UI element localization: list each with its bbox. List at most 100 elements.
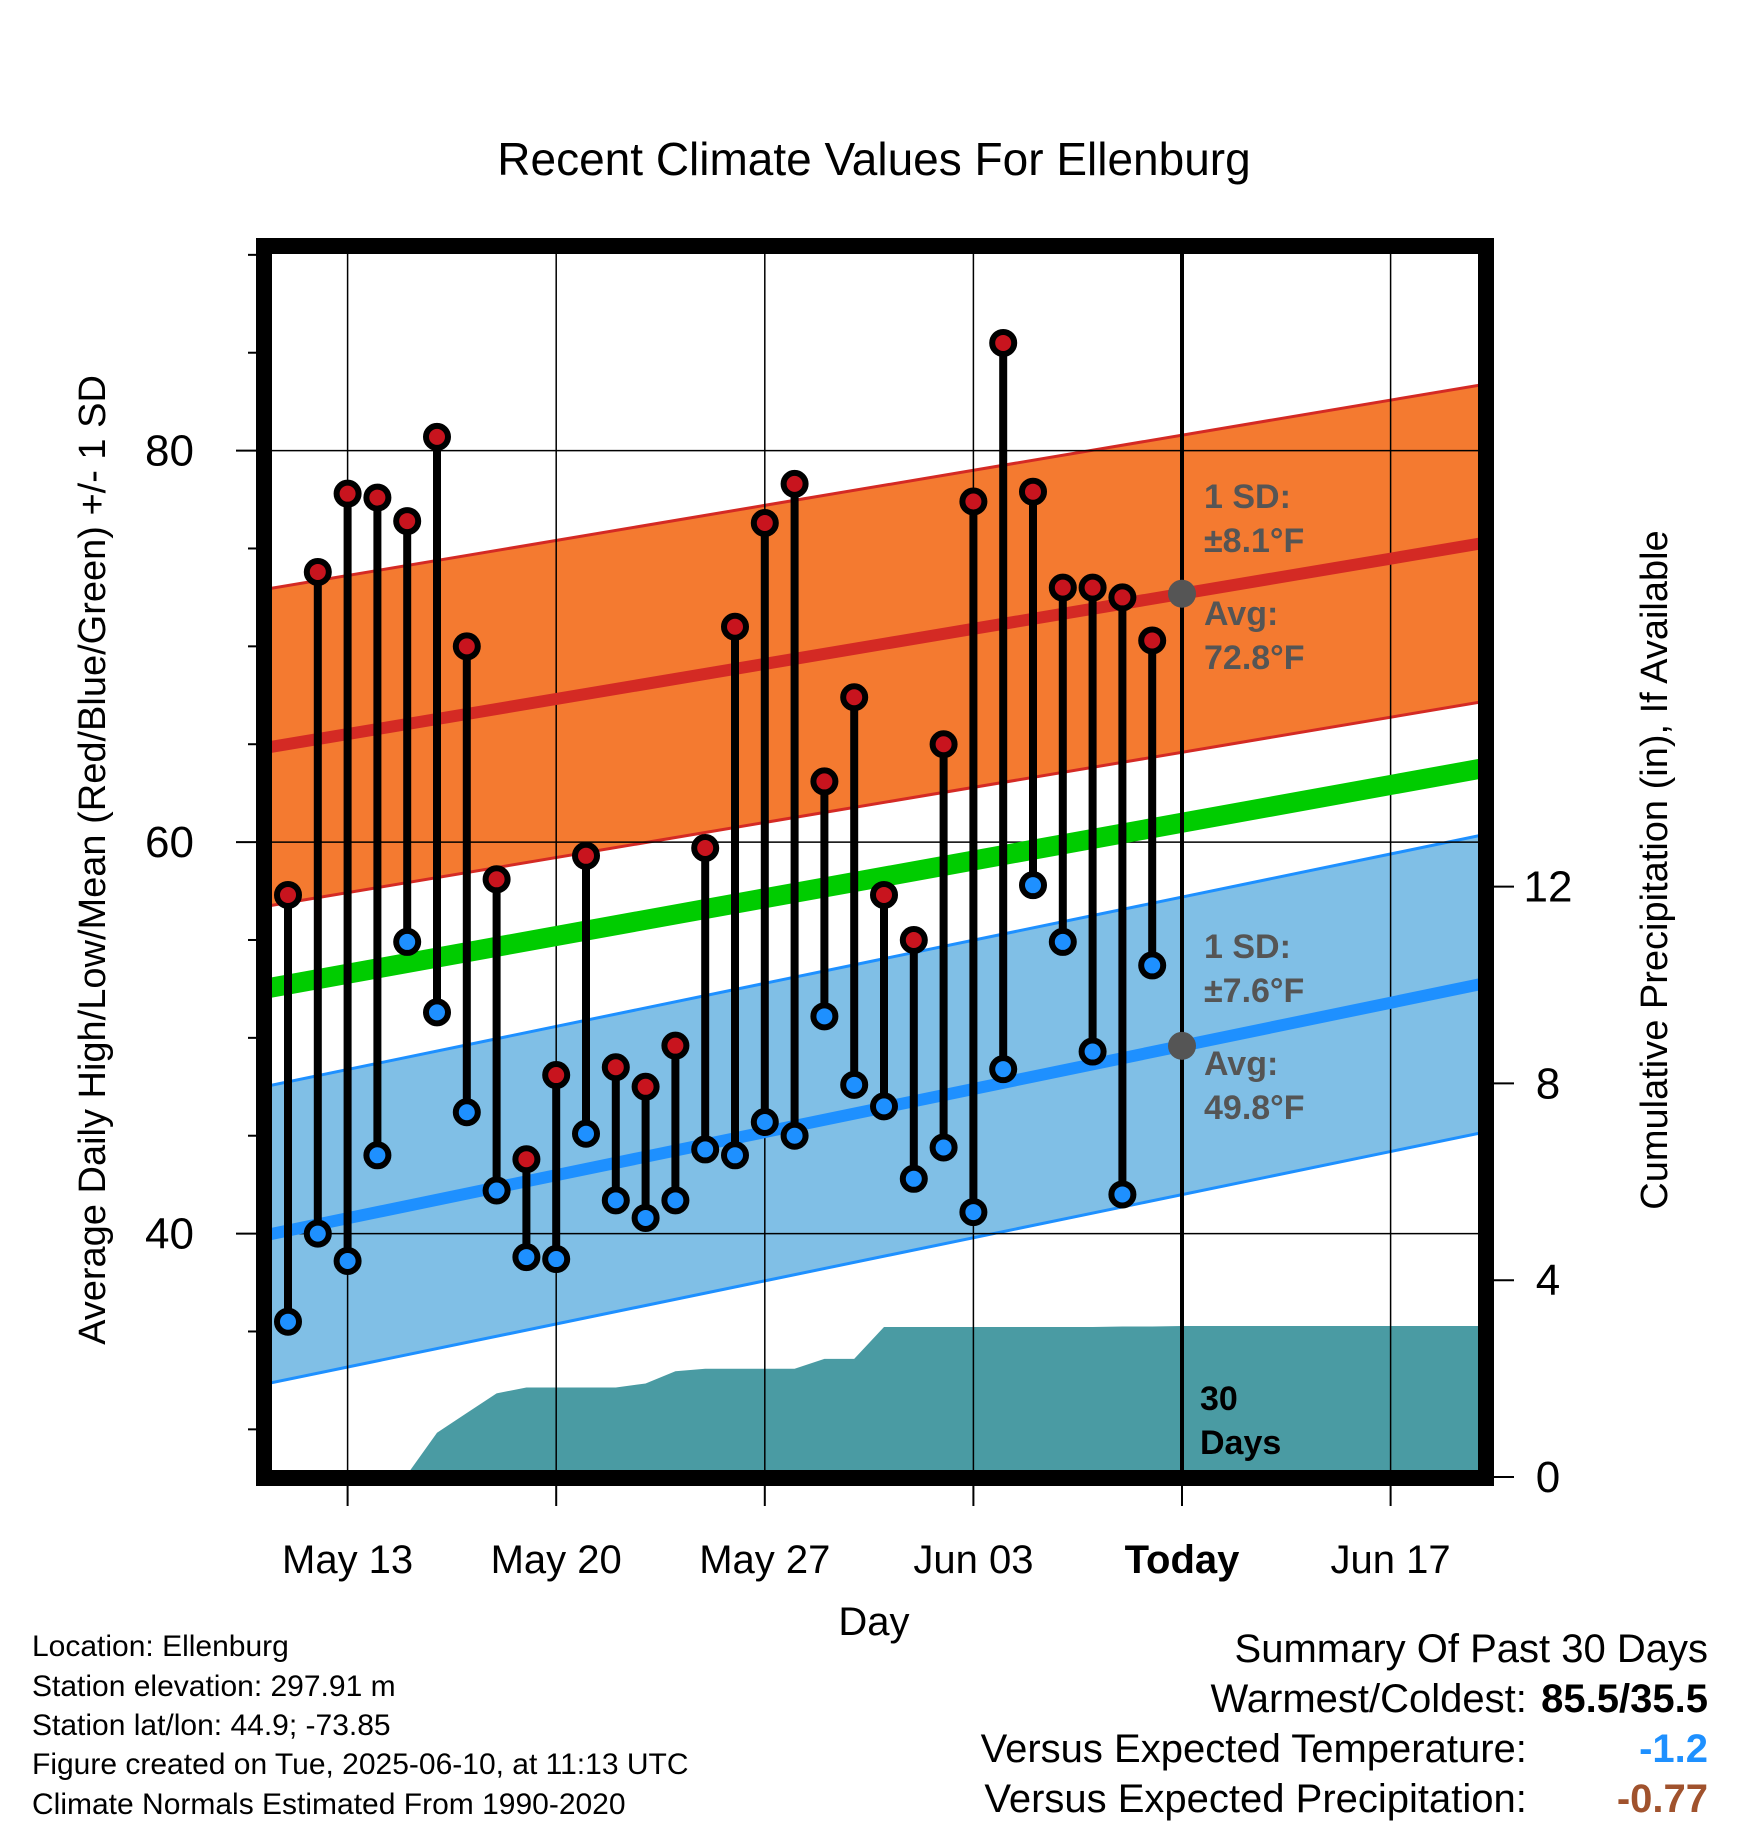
- daily-high-point: [274, 880, 302, 909]
- created-text: Figure created on Tue, 2025-06-10, at 11…: [32, 1748, 689, 1781]
- daily-low-point: [750, 1108, 779, 1137]
- low-avg-value: 49.8°F: [1204, 1089, 1305, 1127]
- daily-low-point: [572, 1119, 600, 1148]
- daily-low-point: [303, 1219, 332, 1248]
- daily-low-point: [542, 1245, 571, 1274]
- daily-low-point: [989, 1055, 1018, 1084]
- daily-low-point: [661, 1186, 690, 1215]
- chart-title: Recent Climate Values For Ellenburg: [497, 133, 1250, 185]
- daily-high-point: [333, 479, 362, 508]
- x-tick-label: May 27: [699, 1538, 830, 1582]
- summary-warm-label: Warmest/Coldest:: [1210, 1677, 1527, 1721]
- daily-low-point: [363, 1141, 392, 1170]
- location-text: Location: Ellenburg: [32, 1630, 289, 1663]
- daily-high-point: [780, 469, 809, 498]
- daily-low-point: [423, 998, 451, 1027]
- summary-temp-row: Versus Expected Temperature: -1.2: [981, 1728, 1708, 1770]
- summary-warm-value: 85.5/35.5: [1541, 1677, 1708, 1721]
- summary-temp-value: -1.2: [1639, 1727, 1708, 1771]
- daily-high-point: [899, 925, 928, 954]
- daily-low-point: [810, 1002, 839, 1031]
- low-avg-label: Avg:: [1204, 1045, 1278, 1083]
- x-tick-label: Jun 17: [1331, 1538, 1451, 1582]
- daily-low-point: [1138, 951, 1167, 980]
- high-sd-label: 1 SD:: [1204, 478, 1291, 516]
- daily-high-point: [363, 483, 392, 512]
- daily-high-point: [1048, 573, 1077, 602]
- daily-low-point: [959, 1198, 988, 1227]
- high-sd-value: ±8.1°F: [1204, 522, 1304, 560]
- daily-low-point: [601, 1186, 630, 1215]
- daily-high-point: [393, 507, 422, 536]
- daily-high-point: [1019, 477, 1047, 506]
- summary-precip-row: Versus Expected Precipitation: -0.77: [984, 1778, 1708, 1820]
- daily-low-point: [1019, 871, 1047, 900]
- daily-low-point: [870, 1092, 898, 1121]
- x-tick-label: May 20: [491, 1538, 622, 1582]
- daily-high-point: [631, 1072, 660, 1101]
- low-band-bottom-edge: [264, 1130, 1486, 1386]
- daily-high-point: [1138, 626, 1167, 655]
- plot-inner: 1 SD: ±8.1°F Avg: 72.8°F 1 SD: ±7.6°F Avg: 49.8…: [264, 246, 1486, 1478]
- daily-low-point: [780, 1121, 809, 1150]
- today-low-avg-marker: [1168, 1031, 1196, 1060]
- daily-low-point: [512, 1243, 541, 1272]
- x-tick-label: Jun 03: [913, 1538, 1033, 1582]
- daily-high-point: [423, 422, 451, 451]
- daily-high-point: [1078, 573, 1107, 602]
- daily-high-point: [691, 833, 720, 862]
- y-tick-label: 60: [145, 818, 194, 867]
- y2-tick-label: 4: [1536, 1256, 1560, 1305]
- y2-tick-label: 8: [1536, 1059, 1560, 1108]
- x-axis-label: Day: [838, 1600, 909, 1644]
- summary-precip-label: Versus Expected Precipitation:: [984, 1777, 1527, 1821]
- daily-high-point: [482, 865, 511, 894]
- daily-high-point: [661, 1031, 690, 1060]
- daily-low-point: [1048, 927, 1077, 956]
- daily-high-point: [542, 1061, 571, 1090]
- daily-high-point: [810, 767, 839, 796]
- daily-high-point: [929, 730, 958, 759]
- x-tick-label: May 13: [282, 1538, 413, 1582]
- daily-high-point: [601, 1053, 630, 1082]
- low-sd-label: 1 SD:: [1204, 928, 1291, 966]
- summary-warm-row: Warmest/Coldest: 85.5/35.5: [1211, 1678, 1709, 1720]
- precip-area: [288, 1325, 1486, 1478]
- daily-low-point: [333, 1247, 362, 1276]
- daily-low-point: [1108, 1180, 1137, 1209]
- daily-low-point: [929, 1133, 958, 1162]
- daily-high-point: [750, 509, 779, 538]
- daily-low-point: [1078, 1037, 1107, 1066]
- daily-high-point: [840, 683, 869, 712]
- daily-high-point: [870, 880, 898, 909]
- high-avg-label: Avg:: [1204, 595, 1278, 633]
- daily-high-point: [1108, 583, 1137, 612]
- daily-high-point: [512, 1145, 541, 1174]
- high-avg-value: 72.8°F: [1204, 639, 1305, 677]
- elevation-text: Station elevation: 297.91 m: [32, 1670, 396, 1703]
- daily-low-point: [899, 1164, 928, 1193]
- summary-temp-label: Versus Expected Temperature:: [980, 1727, 1527, 1771]
- daily-low-point: [691, 1135, 720, 1164]
- latlon-text: Station lat/lon: 44.9; -73.85: [32, 1709, 391, 1742]
- daily-high-point: [452, 632, 481, 661]
- y2-tick-label: 0: [1536, 1453, 1560, 1502]
- daily-high-point: [572, 841, 600, 870]
- low-sd-value: ±7.6°F: [1204, 972, 1304, 1010]
- plot-frame: [256, 238, 1494, 1486]
- daily-low-point: [274, 1307, 302, 1336]
- summary-precip-value: -0.77: [1616, 1777, 1708, 1821]
- daily-low-point: [840, 1070, 869, 1099]
- y2-axis-label: Cumulative Precipitation (in), If Availa…: [1634, 530, 1676, 1209]
- window-unit: Days: [1200, 1424, 1281, 1462]
- window-number: 30: [1200, 1380, 1238, 1418]
- daily-high-point: [959, 487, 988, 516]
- daily-low-point: [452, 1098, 481, 1127]
- daily-low-point: [631, 1203, 660, 1232]
- y-tick-label: 80: [145, 427, 194, 476]
- y-tick-label: 40: [145, 1210, 194, 1259]
- daily-high-point: [721, 612, 749, 641]
- daily-high-point: [989, 328, 1018, 357]
- summary-heading: Summary Of Past 30 Days: [1234, 1627, 1708, 1671]
